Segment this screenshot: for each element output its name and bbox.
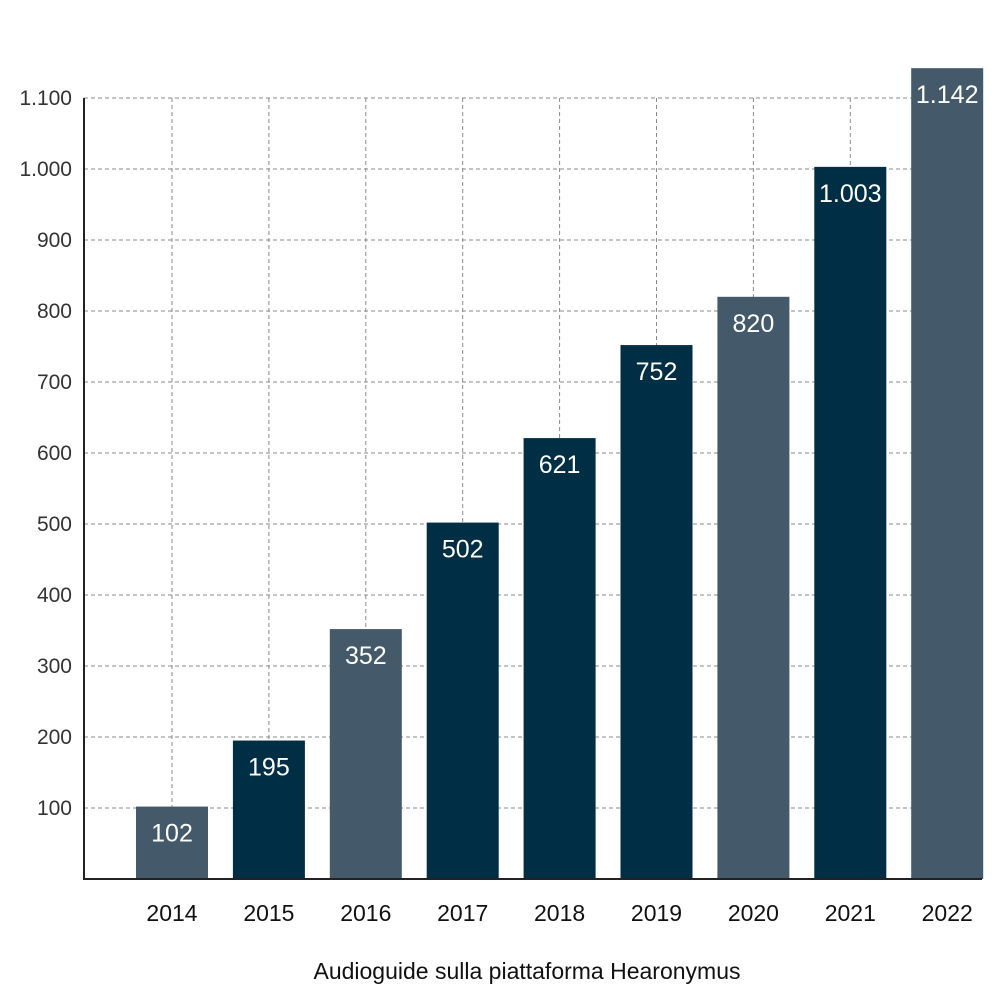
bar-2021 [814, 166, 887, 879]
y-tick-label: 300 [37, 655, 72, 678]
x-axis-label: Audioguide sulla piattaforma Hearonymus [313, 958, 740, 984]
bar-2015 [232, 740, 305, 879]
y-tick-label: 1.100 [19, 87, 72, 110]
bar-2022 [911, 68, 984, 880]
bar-value-label: 195 [248, 754, 290, 782]
x-tick-label: 2017 [437, 900, 488, 926]
bar-2017 [426, 522, 499, 879]
y-tick-label: 1.000 [19, 158, 72, 181]
x-tick-labels: 2014 2015 2016 2017 2018 2019 2020 2021 2022 [146, 900, 972, 926]
x-tick-label: 2015 [243, 900, 294, 926]
y-tick-label: 800 [37, 300, 72, 323]
y-tick-label: 400 [37, 584, 72, 607]
bar-value-label: 752 [636, 358, 678, 386]
x-tick-label: 2016 [340, 900, 391, 926]
bars [136, 68, 984, 880]
bar-2020 [717, 296, 790, 879]
bar-2019 [620, 345, 693, 880]
x-tick-label: 2021 [825, 900, 876, 926]
x-tick-label: 2019 [631, 900, 682, 926]
bar-2018 [523, 438, 596, 879]
y-tick-label: 100 [37, 797, 72, 820]
y-tick-labels: 100 200 300 400 500 600 700 800 900 1.000 1.100 [19, 87, 72, 820]
bar-value-label: 621 [539, 451, 581, 479]
y-tick-label: 600 [37, 442, 72, 465]
y-tick-label: 500 [37, 513, 72, 536]
bar-value-label: 1.003 [819, 180, 882, 208]
x-tick-label: 2018 [534, 900, 585, 926]
bar-value-label: 1.142 [916, 81, 979, 109]
x-tick-label: 2022 [922, 900, 973, 926]
x-tick-label: 2020 [728, 900, 779, 926]
bar-value-labels: 102 195 352 502 621 752 820 1.003 1.142 [151, 81, 978, 847]
bar-value-label: 352 [345, 642, 387, 670]
axes [83, 98, 982, 880]
bar-2016 [329, 629, 402, 879]
y-tick-label: 700 [37, 371, 72, 394]
bar-value-label: 820 [733, 310, 775, 338]
bar-value-label: 102 [151, 820, 193, 848]
bar-value-label: 502 [442, 536, 484, 564]
y-tick-label: 200 [37, 726, 72, 749]
x-tick-label: 2014 [146, 900, 197, 926]
y-tick-label: 900 [37, 229, 72, 252]
bar-2014 [136, 806, 208, 879]
